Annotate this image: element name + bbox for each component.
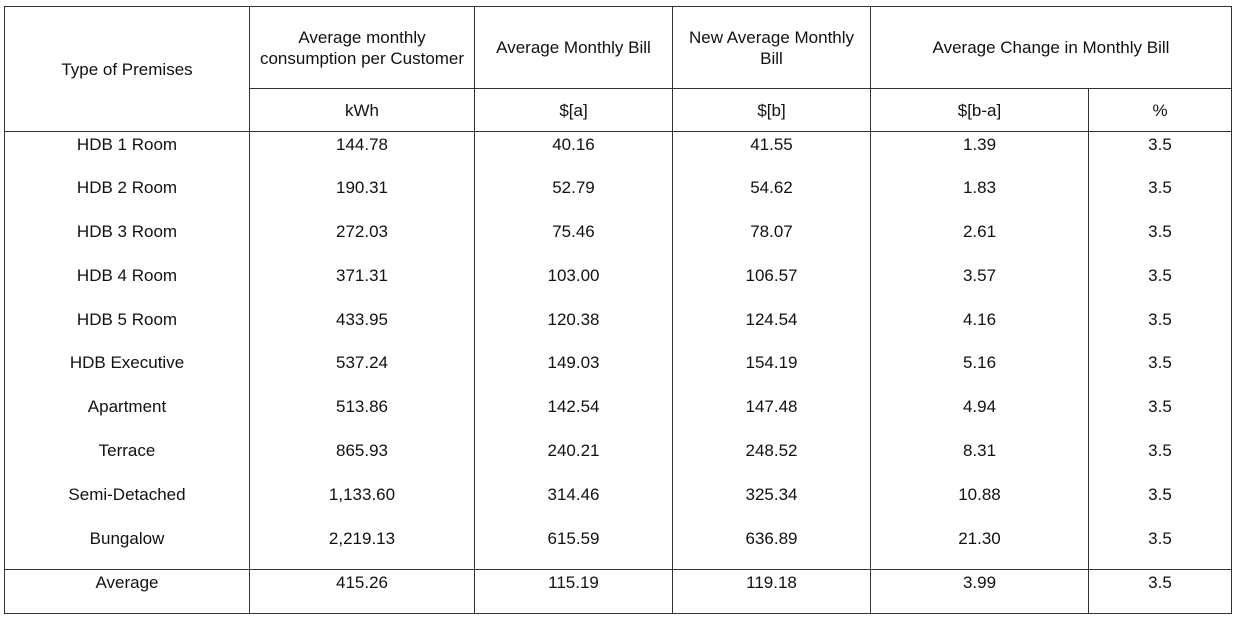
- table-header: Type of Premises Average monthly consump…: [4, 6, 1232, 132]
- unit-row: kWh $[a] $[b] $[b-a] %: [5, 88, 1232, 132]
- premise-cell: HDB 5 Room: [4, 306, 250, 351]
- value-cell: 371.31: [249, 262, 475, 307]
- average-row: Average 415.26 115.19 119.18 3.99 3.5: [4, 568, 1232, 614]
- value-cell: 3.5: [1088, 394, 1232, 439]
- value-cell: 8.31: [870, 438, 1089, 482]
- data-row: Terrace 865.93 240.21 248.52 8.31 3.5: [4, 438, 1232, 482]
- value-cell: 5.16: [870, 350, 1089, 395]
- data-row: HDB Executive 537.24 149.03 154.19 5.16 3.5: [4, 350, 1232, 395]
- value-cell: 75.46: [474, 219, 673, 263]
- data-row: Apartment 513.86 142.54 147.48 4.94 3.5: [4, 394, 1232, 439]
- premise-cell: Terrace: [4, 438, 250, 482]
- value-cell: 120.38: [474, 306, 673, 351]
- value-cell: 10.88: [870, 481, 1089, 526]
- value-cell: 415.26: [249, 568, 475, 614]
- value-cell: 513.86: [249, 394, 475, 439]
- unit-cell: $[b-a]: [870, 88, 1089, 132]
- header-cell: Average Monthly Bill: [474, 6, 673, 89]
- data-row: Semi-Detached 1,133.60 314.46 325.34 10.88 3.…: [4, 481, 1232, 526]
- header-cell: Average monthly consumption per Customer: [249, 6, 475, 89]
- value-cell: 537.24: [249, 350, 475, 395]
- value-cell: 3.5: [1088, 306, 1232, 351]
- header-cell: New Average Monthly Bill: [672, 6, 871, 89]
- value-cell: 40.16: [474, 131, 673, 176]
- value-cell: 3.5: [1088, 438, 1232, 482]
- value-cell: 4.16: [870, 306, 1089, 351]
- value-cell: 248.52: [672, 438, 871, 482]
- bill-table: Type of Premises Average monthly consump…: [4, 6, 1232, 614]
- value-cell: 272.03: [249, 219, 475, 263]
- premise-cell: Average: [4, 568, 250, 614]
- value-cell: 144.78: [249, 131, 475, 176]
- table-body: HDB 1 Room 144.78 40.16 41.55 1.39 3.5 HDB 2 R…: [4, 131, 1232, 614]
- premise-cell: HDB 4 Room: [4, 262, 250, 307]
- premise-cell: Apartment: [4, 394, 250, 439]
- value-cell: 106.57: [672, 262, 871, 307]
- value-cell: 3.99: [870, 568, 1089, 614]
- value-cell: 103.00: [474, 262, 673, 307]
- data-row: HDB 2 Room 190.31 52.79 54.62 1.83 3.5: [4, 175, 1232, 220]
- value-cell: 240.21: [474, 438, 673, 482]
- value-cell: 1.39: [870, 131, 1089, 176]
- value-cell: 3.5: [1088, 262, 1232, 307]
- value-cell: 3.5: [1088, 131, 1232, 176]
- value-cell: 124.54: [672, 306, 871, 351]
- header-cell: Average Change in Monthly Bill: [870, 6, 1232, 89]
- value-cell: 4.94: [870, 394, 1089, 439]
- premise-cell: HDB 1 Room: [4, 131, 250, 176]
- header-row: Type of Premises Average monthly consump…: [4, 6, 1232, 132]
- premise-cell: Bungalow: [4, 525, 250, 570]
- premise-cell: Semi-Detached: [4, 481, 250, 526]
- value-cell: 147.48: [672, 394, 871, 439]
- value-cell: 3.5: [1088, 175, 1232, 220]
- data-row: HDB 1 Room 144.78 40.16 41.55 1.39 3.5: [4, 131, 1232, 176]
- data-row: Bungalow 2,219.13 615.59 636.89 21.30 3.5: [4, 525, 1232, 570]
- value-cell: 78.07: [672, 219, 871, 263]
- value-cell: 3.5: [1088, 350, 1232, 395]
- unit-cell: %: [1088, 88, 1232, 132]
- value-cell: 3.5: [1088, 219, 1232, 263]
- premise-cell: HDB 3 Room: [4, 219, 250, 263]
- value-cell: 433.95: [249, 306, 475, 351]
- value-cell: 3.5: [1088, 568, 1232, 614]
- value-cell: 41.55: [672, 131, 871, 176]
- value-cell: 1,133.60: [249, 481, 475, 526]
- value-cell: 3.57: [870, 262, 1089, 307]
- value-cell: 1.83: [870, 175, 1089, 220]
- value-cell: 52.79: [474, 175, 673, 220]
- premise-cell: HDB Executive: [4, 350, 250, 395]
- value-cell: 3.5: [1088, 525, 1232, 570]
- value-cell: 314.46: [474, 481, 673, 526]
- value-cell: 154.19: [672, 350, 871, 395]
- value-cell: 21.30: [870, 525, 1089, 570]
- value-cell: 54.62: [672, 175, 871, 220]
- value-cell: 119.18: [672, 568, 871, 614]
- value-cell: 149.03: [474, 350, 673, 395]
- unit-cell: $[a]: [474, 88, 673, 132]
- data-row: HDB 5 Room 433.95 120.38 124.54 4.16 3.5: [4, 306, 1232, 351]
- value-cell: 2,219.13: [249, 525, 475, 570]
- data-row: HDB 4 Room 371.31 103.00 106.57 3.57 3.5: [4, 262, 1232, 307]
- value-cell: 2.61: [870, 219, 1089, 263]
- value-cell: 142.54: [474, 394, 673, 439]
- value-cell: 325.34: [672, 481, 871, 526]
- value-cell: 190.31: [249, 175, 475, 220]
- value-cell: 865.93: [249, 438, 475, 482]
- premise-cell: HDB 2 Room: [4, 175, 250, 220]
- data-row: HDB 3 Room 272.03 75.46 78.07 2.61 3.5: [4, 219, 1232, 263]
- header-cell: Type of Premises: [4, 6, 250, 132]
- value-cell: 615.59: [474, 525, 673, 570]
- value-cell: 636.89: [672, 525, 871, 570]
- value-cell: 3.5: [1088, 481, 1232, 526]
- value-cell: 115.19: [474, 568, 673, 614]
- unit-cell: kWh: [249, 88, 475, 132]
- unit-cell: $[b]: [672, 88, 871, 132]
